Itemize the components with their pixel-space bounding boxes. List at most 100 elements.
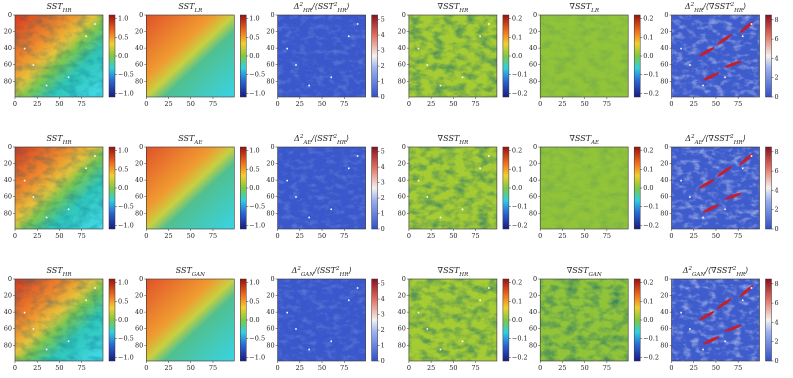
- title-part: 2: [296, 266, 301, 272]
- x-tick-label: 50: [712, 364, 720, 372]
- heatmap-texture: [540, 15, 629, 97]
- y-tick-label: 0: [8, 275, 12, 283]
- streak: [702, 72, 720, 81]
- colorbar-tick-label: 2: [775, 206, 779, 214]
- y-tick-label: 20: [4, 160, 12, 168]
- missing-pixel: [356, 23, 359, 25]
- streak: [702, 336, 720, 345]
- y-tick-label: 60: [135, 61, 143, 69]
- y-tick-label: 20: [398, 160, 406, 168]
- missing-pixel: [750, 287, 753, 289]
- title-part: HR: [62, 272, 72, 278]
- colorbar-tick-label: −1.0: [118, 353, 134, 361]
- x-tick-label: 25: [558, 100, 566, 108]
- panel-title: SSTHR: [46, 2, 71, 14]
- axes-frame: [408, 146, 498, 230]
- y-tick-label: 80: [4, 341, 12, 349]
- colorbar-tick-label: 5: [381, 16, 385, 24]
- missing-pixel: [724, 340, 726, 343]
- y-tick-label: 80: [135, 77, 143, 85]
- heatmap-texture: [277, 15, 366, 97]
- x-tick-label: 75: [78, 100, 86, 108]
- colorbar-tick-label: 1: [381, 342, 385, 350]
- x-tick-label: 0: [669, 232, 673, 240]
- colorbar-tick-label: 0.0: [512, 52, 522, 60]
- title-part: HR: [336, 8, 346, 14]
- title-part: ∇SST: [438, 266, 460, 275]
- y-tick-label: 20: [4, 28, 12, 36]
- streak: [702, 204, 720, 213]
- missing-pixel: [750, 155, 753, 157]
- y-tick-label: 0: [270, 11, 274, 19]
- title-part: ∇SST: [438, 2, 460, 11]
- y-tick-label: 0: [402, 11, 406, 19]
- colorbar: [502, 146, 510, 230]
- axes-frame: [539, 146, 629, 230]
- panel: SSTAE 0 25 50 75 0 20 40 60 80 −1.0 −0.5 0.0 0.5 1.0: [135, 134, 265, 240]
- x-tick-label: 25: [690, 232, 698, 240]
- title-part: Δ: [293, 134, 300, 143]
- y-tick-label: 0: [533, 11, 537, 19]
- title-part: Δ: [684, 134, 691, 143]
- colorbar-tick-label: 1.0: [118, 279, 128, 287]
- title-part: ⟩: [345, 134, 349, 143]
- missing-pixel: [85, 167, 87, 170]
- x-tick-label: 25: [296, 100, 304, 108]
- x-tick-label: 0: [144, 100, 148, 108]
- y-tick-label: 20: [135, 160, 143, 168]
- y-tick-label: 80: [529, 209, 537, 217]
- x-tick-label: 0: [669, 100, 673, 108]
- y-tick-label: 40: [660, 308, 668, 316]
- missing-pixel: [680, 179, 682, 182]
- title-part: HR: [302, 8, 312, 14]
- missing-pixel: [479, 299, 481, 302]
- streak: [739, 285, 754, 298]
- panel-title: Δ2AE/⟨∇SST2HR⟩: [684, 134, 745, 146]
- y-tick-label: 20: [266, 292, 274, 300]
- y-tick-label: 0: [8, 143, 12, 151]
- x-tick-label: 0: [144, 232, 148, 240]
- missing-pixel: [417, 47, 420, 50]
- title-part: ∇SST: [567, 266, 589, 275]
- missing-pixel: [32, 328, 35, 330]
- x-tick-label: 75: [209, 100, 217, 108]
- missing-pixel: [461, 76, 464, 79]
- y-tick-label: 60: [398, 325, 406, 333]
- title-part: ⟩: [345, 2, 349, 11]
- colorbar: [240, 146, 247, 230]
- colorbar-tick-label: 0.2: [643, 147, 653, 155]
- colorbar-tick-label: −0.1: [512, 335, 528, 343]
- title-part: HR: [458, 8, 468, 14]
- y-tick-label: 60: [529, 61, 537, 69]
- missing-pixel: [94, 155, 96, 157]
- x-tick-label: 50: [55, 364, 63, 372]
- colorbar-tick-label: 0.0: [249, 316, 259, 324]
- streak: [724, 60, 742, 68]
- title-part: /⟨SST: [311, 2, 335, 11]
- colorbar-tick-label: 4: [381, 163, 385, 171]
- heatmap-texture: [15, 147, 103, 229]
- y-tick-label: 60: [4, 61, 12, 69]
- colorbar: [108, 146, 116, 230]
- panel: ∇SSTHR 0 25 50 75 0 20 40 60 80 −0.2 −0.1 0.0 0.1 0.2: [398, 2, 528, 108]
- y-tick-label: 80: [398, 77, 406, 85]
- y-tick-label: 80: [660, 341, 668, 349]
- y-tick-label: 0: [664, 143, 668, 151]
- colorbar-tick-label: 0.0: [118, 52, 128, 60]
- y-tick-label: 80: [266, 77, 274, 85]
- x-tick-label: 75: [734, 100, 742, 108]
- missing-pixel: [426, 196, 429, 198]
- x-tick-label: 75: [340, 232, 348, 240]
- missing-pixel: [356, 287, 359, 289]
- streak: [739, 21, 754, 34]
- panel-title: SSTAE: [178, 134, 202, 146]
- heatmap-texture: [408, 15, 497, 97]
- colorbar-tick-label: −1.0: [249, 353, 265, 361]
- y-tick-label: 40: [4, 308, 12, 316]
- title-part: SST: [178, 2, 195, 11]
- y-tick-label: 60: [4, 193, 12, 201]
- missing-pixel: [680, 311, 682, 314]
- colorbar-tick-label: −0.5: [249, 335, 265, 343]
- missing-pixel: [85, 35, 87, 38]
- title-part: Δ: [684, 2, 691, 11]
